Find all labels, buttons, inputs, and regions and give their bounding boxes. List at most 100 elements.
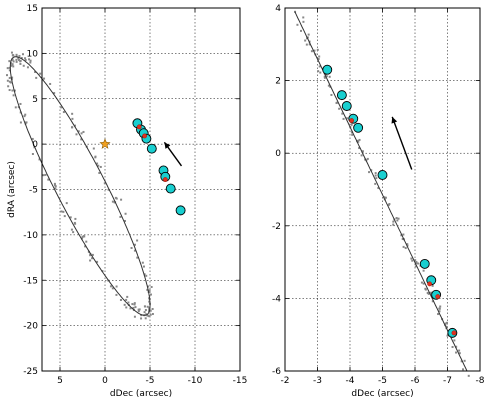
measurement-point: [53, 92, 56, 95]
measurement-point: [325, 75, 328, 78]
measurement-point: [361, 150, 364, 153]
y-tick-label: -5: [29, 186, 38, 196]
measurement-point: [49, 82, 52, 85]
measurement-point: [19, 102, 22, 105]
measurement-point: [384, 196, 387, 199]
measurement-point: [8, 76, 11, 79]
measurement-point: [12, 60, 15, 63]
measurement-point: [8, 89, 11, 92]
measurement-point: [148, 289, 151, 292]
measurement-point: [98, 171, 101, 174]
measurement-point: [143, 273, 146, 276]
measurement-point: [111, 200, 114, 203]
measurement-point: [12, 54, 15, 57]
y-tick-label: -2: [272, 222, 281, 232]
measurement-point: [368, 171, 371, 174]
measurement-point: [460, 360, 463, 363]
measurement-point: [446, 321, 449, 324]
measurement-point: [426, 292, 429, 295]
measurement-point: [328, 75, 331, 78]
measurement-point: [22, 64, 25, 67]
measurement-point: [35, 76, 38, 79]
measurement-point: [91, 257, 94, 260]
measurement-point: [148, 308, 151, 311]
measurement-point: [302, 20, 305, 23]
measurement-point: [395, 216, 398, 219]
measurement-point: [342, 117, 345, 120]
measurement-point: [351, 133, 354, 136]
x-tick-label: -3: [313, 376, 322, 386]
measurement-point: [150, 286, 153, 289]
y-tick-label: 5: [32, 95, 38, 105]
measurement-point: [39, 72, 42, 75]
measurement-point: [80, 132, 83, 135]
measurement-point: [19, 121, 22, 124]
observation-point-1: [336, 90, 347, 101]
measurement-point: [319, 71, 322, 74]
measurement-point: [420, 281, 423, 284]
measurement-point: [451, 346, 454, 349]
x-tick-label: -4: [346, 376, 355, 386]
measurement-point: [6, 79, 9, 82]
measurement-point: [13, 89, 16, 92]
measurement-point: [136, 256, 139, 259]
measurement-point: [31, 137, 34, 140]
measurement-point: [60, 210, 63, 213]
measurement-point: [131, 303, 134, 306]
measurement-point: [62, 210, 65, 213]
measurement-point: [123, 303, 126, 306]
measurement-point: [134, 306, 137, 309]
measurement-point: [136, 239, 139, 242]
measurement-point: [296, 23, 299, 26]
measurement-point: [42, 174, 45, 177]
measurement-point: [299, 29, 302, 32]
measurement-point: [410, 257, 413, 260]
measurement-point: [125, 298, 128, 301]
measurement-point: [397, 217, 400, 220]
orbit-curve: [9, 56, 151, 316]
measurement-point: [54, 184, 57, 187]
measurement-point: [111, 287, 114, 290]
x-tick-label: -15: [233, 376, 248, 386]
measurement-point: [313, 49, 316, 52]
measurement-point: [25, 121, 28, 124]
measurement-point: [323, 76, 326, 79]
y-tick-label: -15: [23, 276, 38, 286]
measurement-point: [404, 247, 407, 250]
measurement-point: [81, 237, 84, 240]
measurement-point: [127, 301, 130, 304]
measurement-point: [431, 300, 434, 303]
measurement-point: [129, 307, 132, 310]
measurement-point: [437, 313, 440, 316]
observation-point-8: [175, 205, 186, 216]
measurement-point: [444, 322, 447, 325]
measurement-point: [53, 182, 56, 185]
star-marker: [99, 138, 111, 149]
measurement-point: [392, 220, 395, 223]
measurement-point: [71, 117, 74, 120]
measurement-point: [142, 265, 145, 268]
measurement-point: [458, 349, 461, 352]
y-tick-label: 0: [275, 149, 281, 159]
measurement-point: [10, 51, 13, 54]
measurement-point: [119, 298, 122, 301]
y-axis-label: dRA (arcsec): [7, 161, 17, 218]
measurement-point: [8, 80, 11, 83]
measurement-point: [143, 311, 146, 314]
measurement-point: [12, 65, 15, 68]
measurement-point: [103, 182, 106, 185]
measurement-point: [69, 216, 72, 219]
x-axis-label: dDec (arcsec): [110, 389, 172, 399]
measurement-point: [406, 244, 409, 247]
measurement-point: [97, 164, 100, 167]
observation-point-2: [341, 101, 352, 111]
measurement-point: [147, 285, 150, 288]
measurement-point: [302, 16, 305, 19]
measurement-point: [463, 359, 466, 362]
measurement-point: [304, 39, 307, 42]
measurement-point: [82, 130, 85, 133]
measurement-point: [430, 291, 433, 294]
x-tick-label: -6: [411, 376, 420, 386]
measurement-point: [109, 285, 112, 288]
measurement-point: [345, 117, 348, 120]
